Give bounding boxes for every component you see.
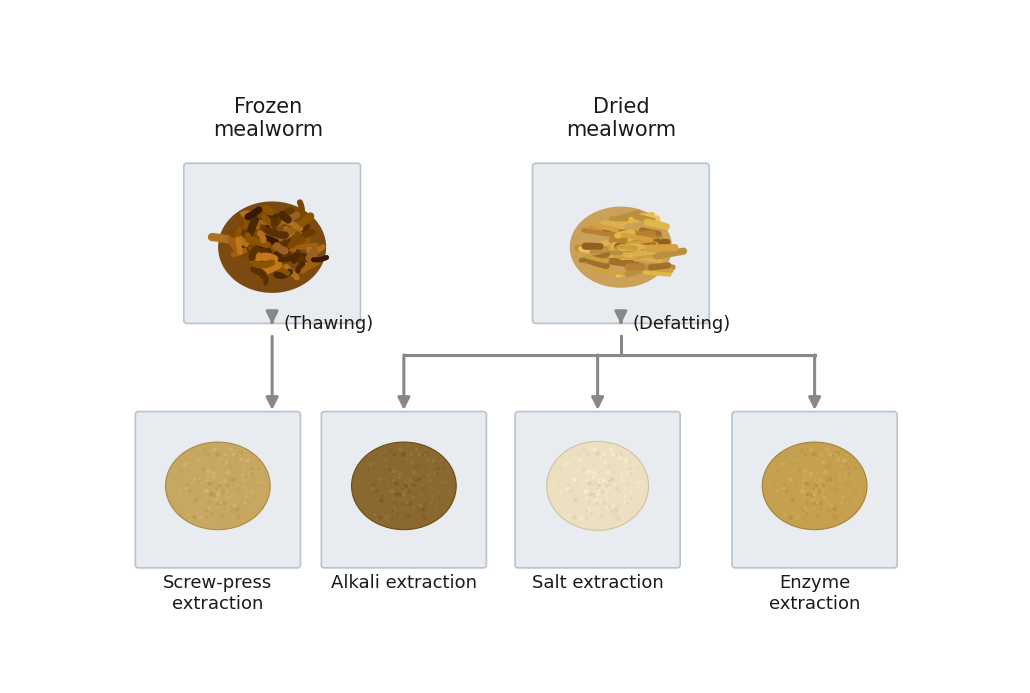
Text: Frozen
mealworm: Frozen mealworm	[213, 97, 323, 140]
FancyBboxPatch shape	[183, 164, 360, 324]
FancyBboxPatch shape	[533, 164, 710, 324]
Ellipse shape	[166, 442, 270, 529]
Text: (Thawing): (Thawing)	[283, 315, 374, 333]
Ellipse shape	[570, 207, 672, 288]
Ellipse shape	[351, 442, 456, 529]
Text: (Defatting): (Defatting)	[632, 315, 730, 333]
Ellipse shape	[762, 442, 867, 529]
Text: Alkali extraction: Alkali extraction	[331, 574, 477, 592]
FancyBboxPatch shape	[732, 412, 897, 568]
Text: Screw-press
extraction: Screw-press extraction	[163, 574, 273, 613]
Ellipse shape	[547, 441, 649, 530]
Text: Salt extraction: Salt extraction	[531, 574, 663, 592]
Ellipse shape	[218, 202, 327, 293]
FancyBboxPatch shape	[321, 412, 486, 568]
Text: Dried
mealworm: Dried mealworm	[565, 97, 676, 140]
Text: Enzyme
extraction: Enzyme extraction	[769, 574, 860, 613]
FancyBboxPatch shape	[135, 412, 301, 568]
FancyBboxPatch shape	[515, 412, 680, 568]
